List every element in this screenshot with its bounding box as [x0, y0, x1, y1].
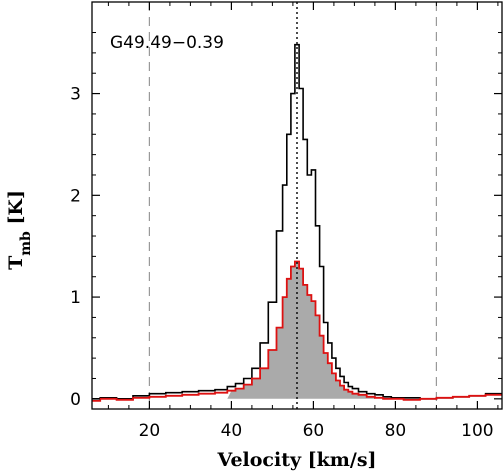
plot-content — [92, 2, 502, 409]
y-tick-label: 0 — [70, 390, 81, 410]
series-red-histogram — [92, 260, 502, 402]
plot-frame — [91, 1, 503, 410]
filled-emission-area — [227, 261, 375, 399]
y-tick-label: 1 — [70, 288, 81, 308]
y-axis-title-main: T — [5, 256, 27, 270]
x-axis-title: Velocity [km/s] — [216, 449, 376, 471]
x-tick-label: 100 — [461, 421, 493, 441]
y-axis-title-sub: mb — [18, 231, 34, 256]
plot-layer — [92, 2, 502, 409]
source-label: G49.49−0.39 — [110, 33, 224, 53]
x-tick-label: 40 — [221, 421, 243, 441]
y-axis-title: Tmb [K] — [5, 190, 34, 270]
series-black-histogram — [92, 43, 502, 400]
x-tick-label: 80 — [385, 421, 407, 441]
x-tick-label: 60 — [303, 421, 325, 441]
y-axis-title-unit: [K] — [5, 190, 27, 231]
y-tick-label: 3 — [70, 85, 81, 105]
axis-ticks: 20 40 60 80 100 0 1 2 3 — [70, 2, 502, 441]
x-tick-label: 20 — [139, 421, 161, 441]
y-tick-label: 2 — [70, 186, 81, 206]
